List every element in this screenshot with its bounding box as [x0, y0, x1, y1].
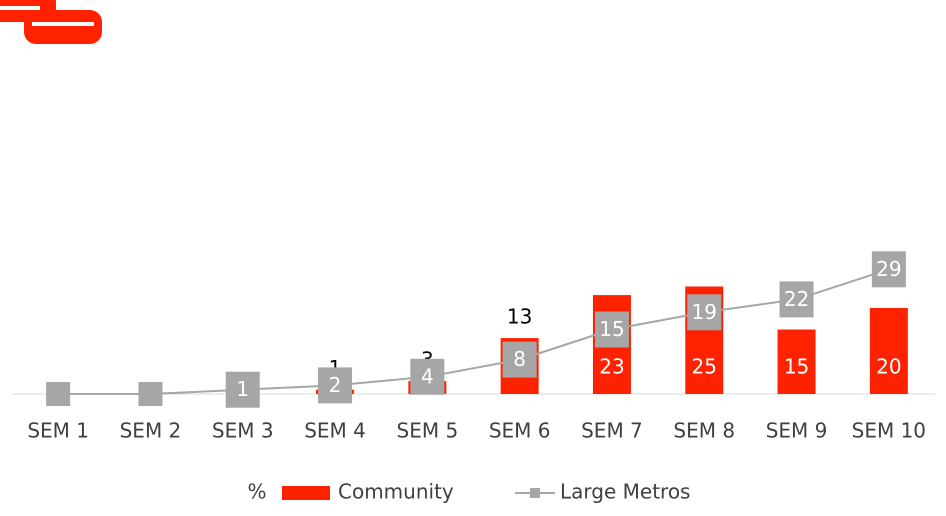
line-marker [594, 311, 629, 348]
bar-value-label: 13 [507, 305, 532, 329]
bar [777, 329, 816, 394]
unit-label: % [247, 480, 266, 504]
line-value-label: 15 [599, 317, 624, 341]
legend-swatch [282, 486, 330, 500]
bar-value-label: 20 [876, 355, 901, 379]
legend-label: Large Metros [560, 480, 690, 504]
line-value-label: 8 [513, 347, 526, 371]
line-marker [687, 294, 722, 331]
line-value-label: 19 [692, 300, 717, 324]
x-tick-label: SEM 1 [27, 419, 89, 443]
x-tick-label: SEM 4 [304, 419, 366, 443]
x-tick-label: SEM 2 [120, 419, 182, 443]
line-value-label: 1 [236, 377, 249, 401]
bar-value-label: 15 [784, 355, 809, 379]
line-marker [502, 341, 537, 378]
line-value-label: 4 [421, 364, 434, 388]
legend-swatch-marker [530, 488, 540, 498]
x-tick-label: SEM 6 [489, 419, 551, 443]
line-value-label: 29 [876, 257, 901, 281]
x-tick-label: SEM 5 [397, 419, 459, 443]
legend-label: Community [338, 480, 454, 504]
x-tick-label: SEM 9 [766, 419, 828, 443]
line-value-label: 22 [784, 287, 809, 311]
line-marker [318, 367, 353, 404]
x-tick-label: SEM 3 [212, 419, 274, 443]
x-tick-label: SEM 7 [581, 419, 643, 443]
line-marker [871, 251, 906, 288]
line [58, 268, 890, 395]
x-tick-label: SEM 10 [852, 419, 926, 443]
line-marker [138, 382, 163, 406]
line-value-label: 2 [329, 373, 342, 397]
coin-icon [0, 0, 102, 44]
line-marker [225, 371, 260, 408]
x-tick-label: SEM 8 [673, 419, 735, 443]
line-marker [410, 358, 445, 395]
bar-value-label: 23 [599, 355, 624, 379]
bar [869, 308, 908, 394]
line-marker [46, 382, 71, 406]
bar-value-label: 25 [692, 355, 717, 379]
line-marker [779, 281, 814, 318]
